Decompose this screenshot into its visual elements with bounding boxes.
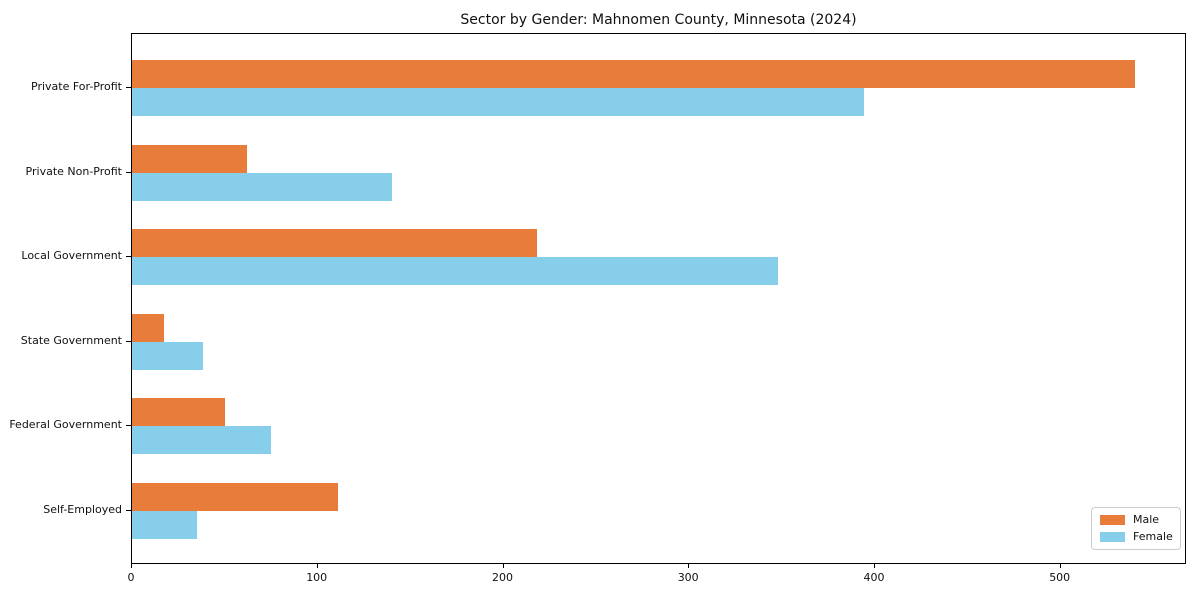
bar-male-federal-government <box>132 398 225 427</box>
bar-male-local-government <box>132 229 537 258</box>
bar-male-state-government <box>132 313 164 342</box>
bar-male-self-employed <box>132 483 339 511</box>
bar-female-state-government <box>132 341 203 370</box>
legend-swatch-female <box>1100 532 1125 542</box>
y-tick-mark <box>126 171 131 173</box>
legend-label-female: Female <box>1133 530 1173 543</box>
y-tick-mark <box>126 425 131 427</box>
bar-female-local-government <box>132 257 779 286</box>
bar-female-federal-government <box>132 426 272 455</box>
bar-female-private-for-profit <box>132 88 864 116</box>
x-tick-label-500: 500 <box>1049 571 1071 584</box>
legend-item-female: Female <box>1100 530 1173 543</box>
y-tick-mark <box>126 87 131 88</box>
x-tick-label-100: 100 <box>306 571 328 584</box>
x-tick-mark <box>874 564 875 568</box>
bar-female-self-employed <box>132 511 197 539</box>
x-tick-mark <box>1059 564 1061 568</box>
legend-swatch-male <box>1100 515 1125 525</box>
y-tick-mark <box>126 510 131 511</box>
y-tick-label-state-government: State Government <box>20 333 122 347</box>
plot-area <box>131 33 1186 564</box>
legend-item-male: Male <box>1100 514 1172 526</box>
y-tick-label-self-employed: Self-Employed <box>43 503 122 516</box>
y-tick-mark <box>126 340 131 342</box>
x-tick-label-200: 200 <box>492 571 513 584</box>
bar-male-private-non-profit <box>132 144 248 173</box>
y-tick-mark <box>126 256 131 258</box>
x-tick-mark <box>502 564 504 568</box>
bar-male-private-for-profit <box>132 60 1135 88</box>
x-tick-mark <box>316 564 318 568</box>
chart-title: Sector by Gender: Mahnomen County, Minne… <box>460 12 857 28</box>
y-tick-label-local-government: Local Government <box>21 249 122 263</box>
y-tick-label-federal-government: Federal Government <box>9 418 122 432</box>
x-tick-label-0: 0 <box>127 571 135 584</box>
bar-female-private-non-profit <box>132 172 392 201</box>
x-tick-label-300: 300 <box>677 571 699 584</box>
x-tick-label-400: 400 <box>863 571 885 584</box>
x-tick-mark <box>131 564 132 568</box>
legend-label-male: Male <box>1133 513 1160 526</box>
legend: Male Female <box>1091 507 1181 550</box>
y-tick-label-private-for-profit: Private For-Profit <box>31 80 122 93</box>
x-tick-mark <box>688 564 690 568</box>
y-tick-label-private-non-profit: Private Non-Profit <box>25 164 122 178</box>
